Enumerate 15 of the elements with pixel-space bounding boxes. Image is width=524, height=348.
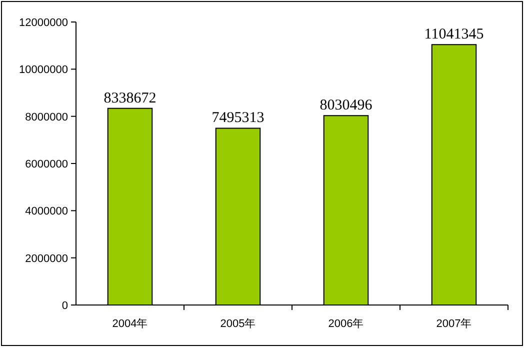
data-label: 11041345 xyxy=(424,26,484,43)
data-label: 7495313 xyxy=(212,110,264,126)
y-tick-label: 0 xyxy=(62,300,68,312)
y-tick-label: 2000000 xyxy=(25,252,68,265)
y-tick-label: 12000000 xyxy=(19,17,68,29)
x-tick-label: 2005年 xyxy=(220,318,256,330)
data-label: 8338672 xyxy=(104,90,156,106)
y-tick-label: 10000000 xyxy=(19,64,68,76)
y-tick-label: 8000000 xyxy=(25,111,68,124)
data-label: 8030496 xyxy=(320,98,373,114)
x-tick-label: 2007年 xyxy=(436,318,472,330)
y-tick-label: 6000000 xyxy=(25,158,68,170)
y-tick-label: 4000000 xyxy=(25,206,68,218)
x-tick-label: 2004年 xyxy=(112,318,148,330)
x-tick-label: 2006年 xyxy=(328,318,364,330)
